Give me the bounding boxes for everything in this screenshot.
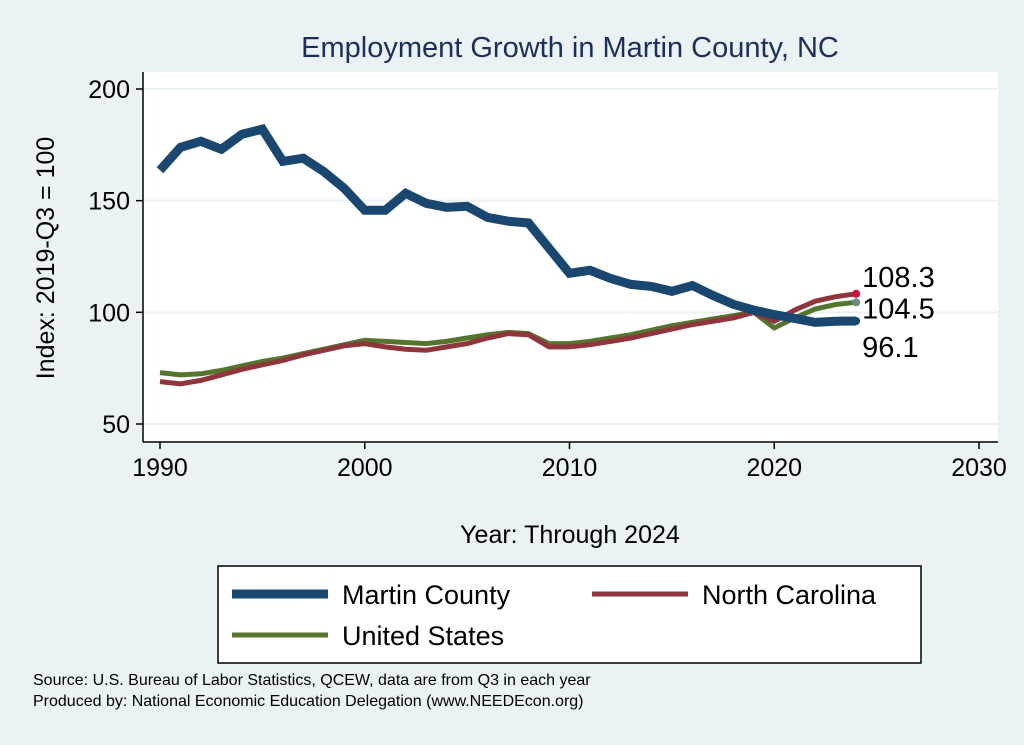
y-axis-label: Index: 2019-Q3 = 100 — [32, 137, 60, 380]
plot-area — [143, 72, 998, 442]
x-axis-label: Year: Through 2024 — [460, 521, 680, 549]
series-line-martin-county — [156, 124, 857, 327]
end-point — [852, 289, 861, 298]
legend-label: North Carolina — [702, 580, 877, 610]
x-tick-label: 2010 — [542, 454, 598, 482]
y-tick-label: 150 — [88, 188, 130, 216]
legend — [217, 565, 922, 664]
x-tick-label: 2020 — [746, 454, 802, 482]
end-point — [852, 298, 861, 307]
end-value-label: 96.1 — [862, 332, 918, 364]
end-value-label: 104.5 — [862, 293, 935, 325]
y-tick-label: 200 — [88, 76, 130, 104]
x-tick-label: 2030 — [951, 454, 1007, 482]
x-tick-label: 1990 — [132, 454, 188, 482]
series-line-north-carolina — [159, 291, 857, 387]
x-tick-label: 2000 — [337, 454, 393, 482]
source-note: Source: U.S. Bureau of Labor Statistics,… — [33, 672, 591, 689]
producer-note: Produced by: National Economic Education… — [33, 693, 584, 710]
legend-label: United States — [342, 621, 504, 651]
legend-label: Martin County — [342, 580, 511, 610]
chart-title: Employment Growth in Martin County, NC — [301, 32, 839, 64]
end-value-label: 108.3 — [862, 262, 935, 294]
y-tick-label: 100 — [88, 299, 130, 327]
end-point — [852, 317, 861, 326]
y-tick-label: 50 — [102, 411, 130, 439]
